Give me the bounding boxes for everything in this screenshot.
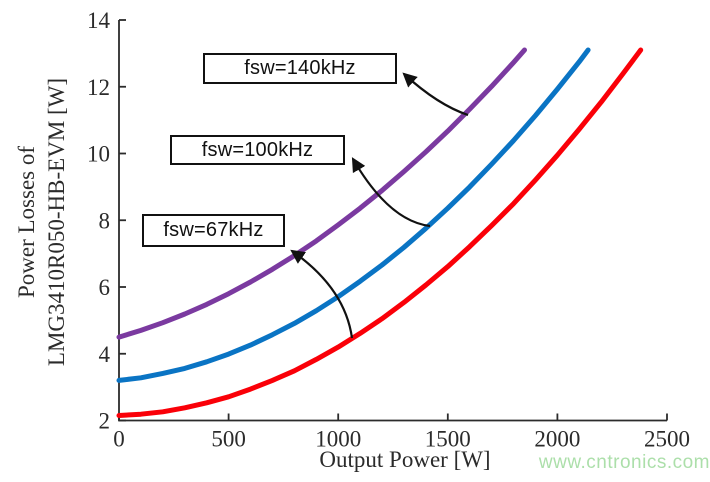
curve-fsw-140khz xyxy=(116,47,527,340)
x-tick-label: 500 xyxy=(211,427,246,452)
annotation-box-fsw-140khz: fsw=140kHz xyxy=(203,53,397,84)
x-tick-label: 2500 xyxy=(644,427,690,452)
x-tick-label: 1500 xyxy=(425,427,471,452)
arrow-to-fsw-67khz xyxy=(290,249,354,339)
axes: 0 500 1000 1500 2000 2500 2 4 6 8 10 12 14 xyxy=(87,8,690,452)
annotation-label-fsw-67khz: fsw=67kHz xyxy=(163,219,264,241)
x-tick-label: 1000 xyxy=(315,427,361,452)
watermark: www.cntronics.com xyxy=(538,452,710,473)
y-tick-label: 12 xyxy=(87,75,110,100)
arrow-to-fsw-100khz xyxy=(351,157,431,228)
y-axis-label-line1: Power Losses of xyxy=(14,145,39,299)
annotation-arrows xyxy=(290,72,469,339)
annotation-box-fsw-67khz: fsw=67kHz xyxy=(142,214,285,247)
y-tick-label: 8 xyxy=(99,208,111,233)
y-axis-label-line2: LMG3410R050-HB-EVM [W] xyxy=(44,77,69,367)
y-axis-label: Power Losses of LMG3410R050-HB-EVM [W] xyxy=(12,2,72,442)
y-tick-label: 2 xyxy=(99,409,111,434)
curve-fsw-100khz xyxy=(116,47,591,383)
x-tick-label: 0 xyxy=(113,427,125,452)
arrow-to-fsw-140khz xyxy=(402,72,469,117)
data-curves xyxy=(116,47,644,418)
x-tick-label: 2000 xyxy=(534,427,580,452)
y-tick-label: 4 xyxy=(99,342,111,367)
x-axis-label: Output Power [W] xyxy=(319,447,491,472)
annotation-label-fsw-140khz: fsw=140kHz xyxy=(244,57,356,79)
y-tick-label: 14 xyxy=(87,8,111,33)
annotation-box-fsw-100khz: fsw=100kHz xyxy=(170,135,345,165)
y-tick-label: 6 xyxy=(99,275,111,300)
annotation-label-fsw-100khz: fsw=100kHz xyxy=(201,138,314,161)
curve-fsw-67khz xyxy=(116,47,644,418)
y-tick-label: 10 xyxy=(87,142,110,167)
